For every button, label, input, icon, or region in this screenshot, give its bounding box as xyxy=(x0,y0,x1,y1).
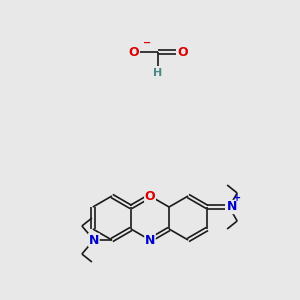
Text: O: O xyxy=(177,46,188,59)
Text: N: N xyxy=(227,200,238,214)
Text: O: O xyxy=(128,46,139,59)
Text: H: H xyxy=(153,68,163,78)
Text: N: N xyxy=(145,233,155,247)
Text: +: + xyxy=(233,193,241,203)
Text: N: N xyxy=(89,233,99,247)
Text: O: O xyxy=(145,190,155,202)
Text: −: − xyxy=(143,38,151,48)
